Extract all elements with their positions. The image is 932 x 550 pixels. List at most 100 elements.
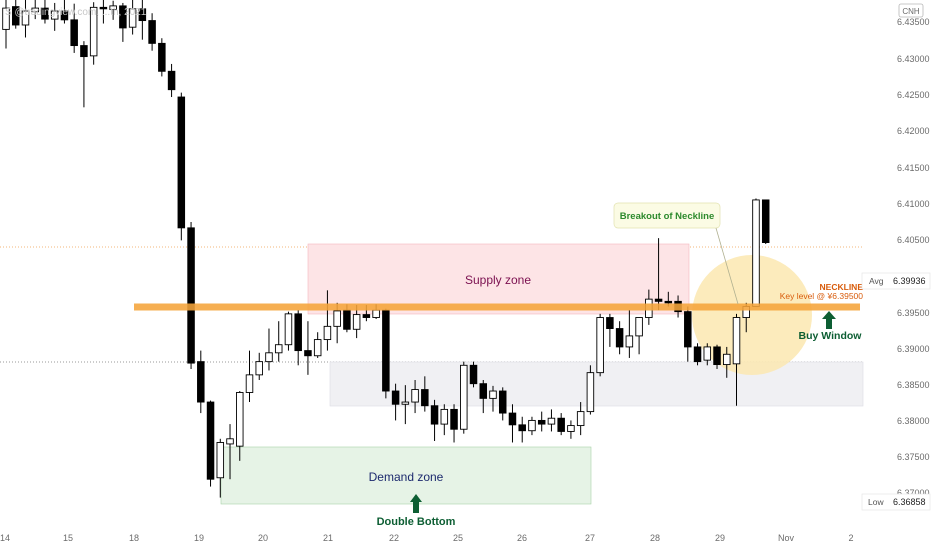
candle [41,0,49,24]
candle [21,0,30,38]
candle [654,238,663,311]
x-tick-label: 22 [389,533,399,543]
y-tick-label: 6.43500 [897,17,930,27]
candle-body [606,317,614,329]
candle-body [138,8,147,22]
supply-zone-label: Supply zone [465,273,531,287]
candle [450,404,458,443]
demand-zone-box [220,446,592,505]
candle-body [752,199,760,307]
low-value: 6.36858 [893,497,926,507]
x-tick-label: 27 [585,533,595,543]
candle [479,379,488,414]
y-tick-label: 6.41500 [897,163,930,173]
candle-body [2,7,10,30]
candle-body [518,424,526,432]
y-tick-label: 6.42000 [897,126,930,136]
candle-body [421,389,429,407]
candle-body [313,339,322,357]
x-tick-label: 15 [63,533,73,543]
candle-body [236,392,244,447]
candle [606,313,614,347]
candle-body [586,372,595,413]
candle-body [60,10,69,21]
y-tick-label: 6.37000 [897,488,930,498]
candle-body [109,5,117,11]
currency-badge-label: CNH [902,7,920,16]
candle [274,321,283,362]
candle [518,416,526,443]
candle-body [664,300,673,304]
candle [31,0,39,20]
candle [284,311,293,351]
candle [713,344,721,369]
candle-body [703,346,712,361]
candle-body [216,442,225,479]
demand-zone-label: Demand zone [369,470,444,484]
candle-body [21,10,30,26]
candle [557,413,565,436]
candle-body [693,346,702,363]
candle [576,402,585,436]
breakout-callout-box [613,202,721,229]
candle [304,321,312,375]
candle [70,3,78,53]
candle-body [479,383,488,399]
candle-body [615,328,624,348]
currency-badge [898,3,924,18]
candle-body [732,317,741,365]
neckline-band [134,303,860,311]
candle [391,383,400,421]
candle-body [567,425,575,432]
candle-body [557,417,565,432]
x-tick-label: 21 [323,533,333,543]
candle-body [197,361,205,403]
candle-body [411,389,419,403]
candle-body [596,317,604,374]
low-price-box [861,493,931,511]
candle-body [401,401,410,405]
candle-body [284,313,293,346]
buy-window-arrow-icon [822,311,836,329]
x-tick-label: 14 [0,533,10,543]
annotations-layer: Supply zone Demand zone Double Bottom Break… [5,7,863,528]
candle-body [41,7,49,20]
candle-body [489,390,497,399]
candle [177,92,186,241]
avg-label: Avg [869,276,884,286]
candle [109,0,117,20]
candle-body [148,20,156,44]
zones-layer [0,243,864,505]
y-tick-label: 6.37500 [897,452,930,462]
candle [401,385,410,425]
candle-body [625,335,634,348]
candle-body [245,374,254,393]
candle [596,313,604,377]
candle-body [440,408,449,425]
candle-body [333,310,341,327]
candle-body [723,353,731,366]
y-tick-label: 6.40500 [897,235,930,245]
breakout-highlight-circle [692,255,812,375]
candle [537,411,546,432]
candle [615,321,624,355]
candle [294,310,302,366]
candle-body [177,96,186,229]
avg-price-box [861,272,931,290]
candle-body [187,227,195,364]
buy-window-label: Buy Window [799,330,863,342]
axes-layer: 6.43500 6.43000 6.42500 6.42000 6.41500 6.410… [0,3,931,543]
candle [684,306,692,362]
avg-value: 6.39936 [893,276,926,286]
candle [60,0,69,24]
y-tick-label: 6.43000 [897,54,930,64]
candle-body [460,364,468,430]
candle [187,221,195,369]
candle [460,361,468,434]
candle [119,2,127,42]
y-tick-label: 6.39000 [897,344,930,354]
x-tick-label: 25 [453,533,463,543]
candle [732,313,741,406]
candle [236,391,244,461]
